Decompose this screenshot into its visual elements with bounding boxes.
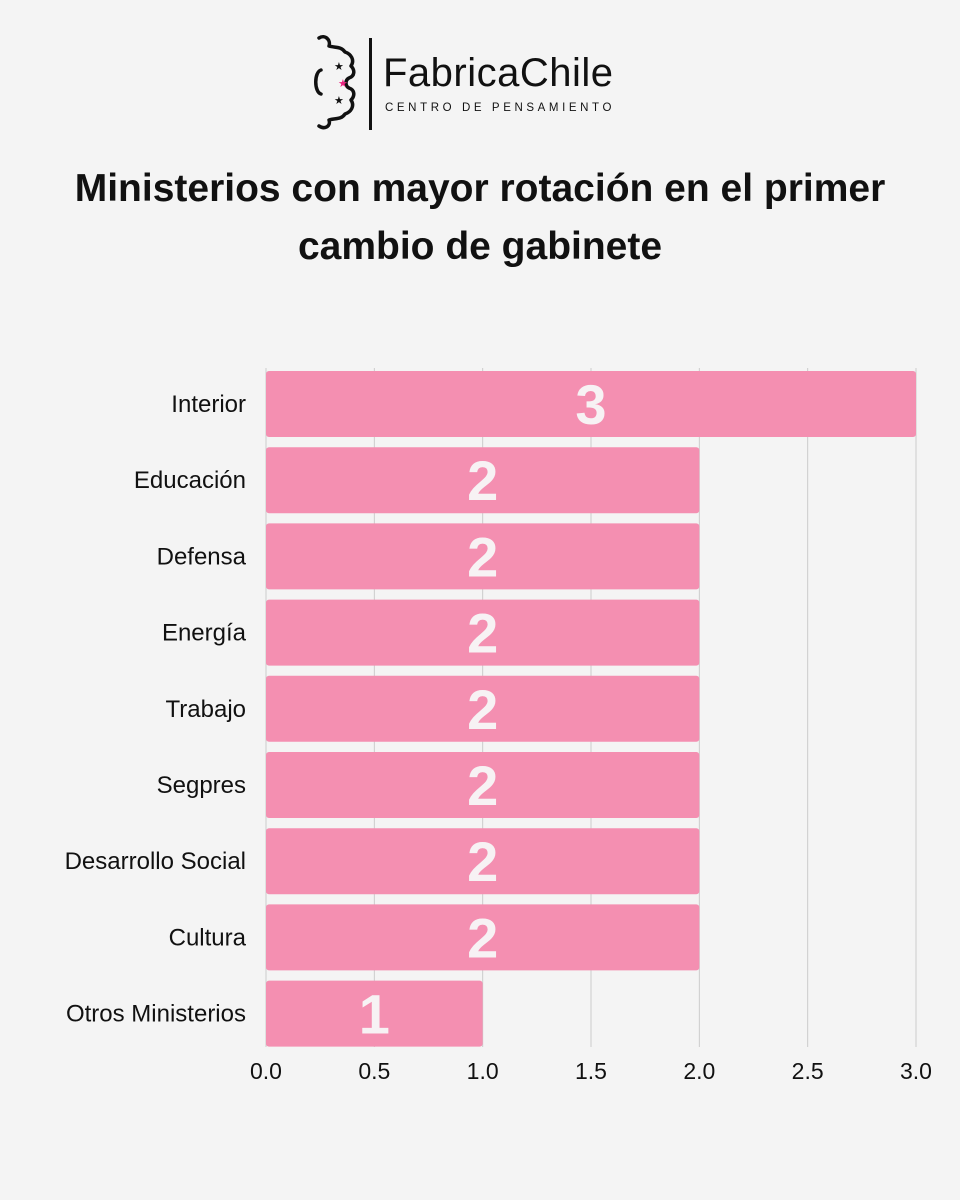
bar [266, 675, 700, 742]
data-label: 2 [467, 602, 498, 665]
data-label: 2 [467, 678, 498, 741]
category-label: Defensa [157, 543, 247, 570]
x-tick-label: 1.0 [467, 1058, 499, 1084]
brand-name: FabricaChile [383, 51, 614, 95]
gear-with-stars-icon: ★ ★ ★ [314, 34, 356, 130]
category-label: Interior [171, 391, 246, 418]
logo-divider [369, 38, 372, 130]
data-label: 2 [467, 525, 498, 588]
brand-tagline: CENTRO DE PENSAMIENTO [385, 102, 616, 114]
data-label: 3 [575, 373, 606, 436]
bar [266, 447, 700, 514]
category-label: Segpres [157, 772, 246, 799]
data-label: 2 [467, 906, 498, 969]
data-label: 2 [467, 830, 498, 893]
svg-text:★: ★ [334, 60, 344, 73]
category-label: Cultura [169, 924, 247, 951]
x-tick-label: 0.0 [250, 1058, 282, 1084]
category-label: Energía [162, 620, 247, 647]
bar [266, 371, 916, 437]
bar [266, 980, 483, 1047]
category-label: Desarrollo Social [65, 848, 246, 875]
x-tick-label: 1.5 [575, 1058, 607, 1084]
x-tick-label: 0.5 [358, 1058, 390, 1084]
chart-title: Ministerios con mayor rotación en el pri… [74, 167, 886, 268]
data-label: 2 [467, 449, 498, 512]
data-label: 1 [359, 983, 390, 1046]
x-tick-label: 2.0 [683, 1058, 715, 1084]
category-labels: Interior Educación Defensa Energía Trabajo Se… [65, 391, 247, 1028]
x-tick-label: 3.0 [900, 1058, 932, 1084]
data-label: 2 [467, 754, 498, 817]
x-tick-label: 2.5 [792, 1058, 824, 1084]
x-axis-ticks: 0.0 0.5 1.0 1.5 2.0 2.5 3.0 [250, 1058, 932, 1084]
brand-logo: ★ ★ ★ FabricaChile CENTRO DE PENSAMIENTO [305, 30, 665, 134]
bars [266, 371, 916, 1047]
value-labels: 3 2 2 2 2 2 2 2 1 [359, 373, 607, 1046]
svg-text:★: ★ [338, 77, 348, 90]
bar [266, 828, 700, 895]
svg-text:★: ★ [334, 94, 344, 107]
bar [266, 599, 700, 666]
bar [266, 523, 700, 590]
category-label: Educación [134, 467, 246, 494]
category-label: Otros Ministerios [66, 1001, 246, 1028]
category-label: Trabajo [166, 696, 246, 723]
bar [266, 752, 700, 818]
bar [266, 904, 700, 971]
